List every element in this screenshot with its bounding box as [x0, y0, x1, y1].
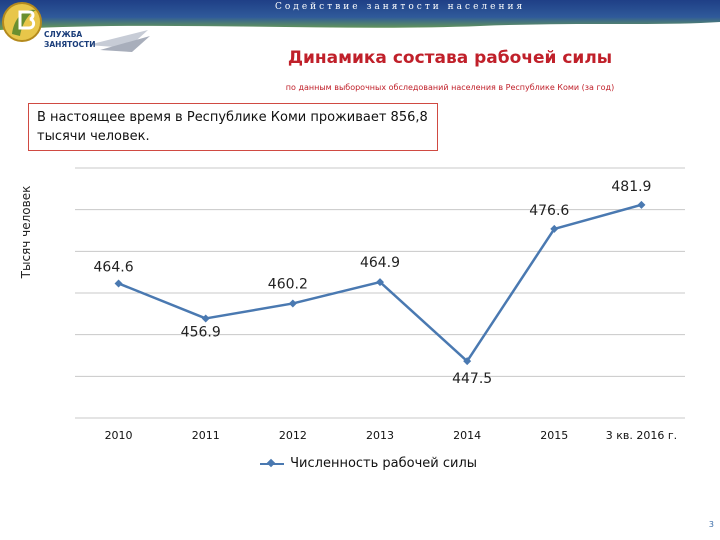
page-title: Динамика состава рабочей силы: [287, 48, 613, 68]
page-subtitle: по данным выборочных обследований населе…: [285, 83, 615, 92]
header-wave-decoration: [0, 22, 720, 44]
data-label: 481.9: [611, 179, 651, 195]
data-label: 460.2: [268, 276, 308, 292]
data-label: 447.5: [452, 371, 492, 387]
x-tick-label: 2010: [105, 429, 133, 442]
data-point-marker: [201, 314, 210, 323]
x-tick-label: 2015: [540, 429, 568, 442]
header-banner: Содействие занятости населения: [0, 0, 720, 44]
data-label: 456.9: [181, 324, 221, 340]
header-tagline: Содействие занятости населения: [275, 2, 526, 12]
logo-caption-line1: СЛУЖБА: [44, 30, 83, 39]
x-tick-label: 3 кв. 2016 г.: [606, 429, 677, 442]
data-label: 476.6: [529, 203, 569, 219]
y-axis-label-text: Тысяч человек: [19, 185, 33, 279]
data-point-marker: [463, 357, 472, 366]
data-point-marker: [288, 299, 297, 308]
chart-legend: Численность рабочей силы: [260, 456, 520, 474]
x-tick-label: 2013: [366, 429, 394, 442]
legend-series-label: Численность рабочей силы: [290, 456, 478, 471]
info-note: В настоящее время в Республике Коми прож…: [28, 103, 438, 151]
x-tick-label: 2014: [453, 429, 481, 442]
logo-caption: СЛУЖБА ЗАНЯТОСТИ: [44, 30, 114, 50]
data-point-marker: [550, 224, 559, 233]
employment-service-logo: [2, 2, 150, 52]
logo-caption-line2: ЗАНЯТОСТИ: [44, 40, 96, 49]
x-tick-label: 2011: [192, 429, 220, 442]
page-number: 3: [708, 520, 714, 529]
data-point-marker: [114, 279, 123, 288]
data-label: 464.6: [94, 259, 134, 275]
data-point-marker: [637, 200, 646, 209]
data-label: 464.9: [360, 255, 400, 271]
data-point-marker: [376, 278, 384, 287]
x-tick-label: 2012: [279, 429, 307, 442]
legend-series-marker: [260, 462, 284, 465]
